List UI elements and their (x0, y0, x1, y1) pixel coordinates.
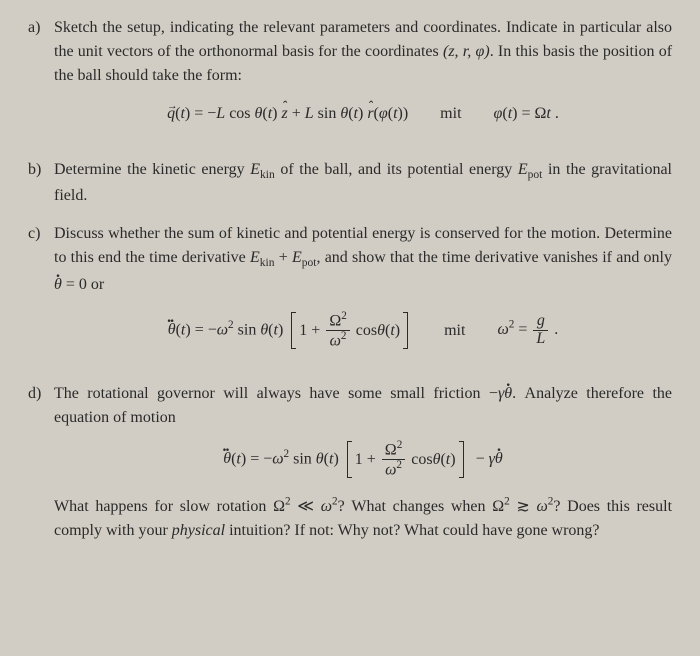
eq-a-lhs: q(t) = −L cos θ(t) z + L sin θ(t) r(φ(t)… (167, 102, 408, 126)
eq-c-rhs: ω2 = gL . (497, 313, 558, 348)
equation-d: θ(t) = −ω2 sin θ(t) 1 + Ω2ω2 cos θ(t) − … (54, 440, 672, 479)
eq-a-rhs: φ(t) = Ωt . (494, 102, 559, 126)
item-body-d: The rotational governor will always have… (54, 382, 672, 543)
sum-e2: E (292, 249, 302, 266)
equation-a: q(t) = −L cos θ(t) z + L sin θ(t) r(φ(t)… (54, 102, 672, 126)
item-body-c: Discuss whether the sum of kinetic and p… (54, 222, 672, 368)
coords-a: (z, r, φ) (443, 43, 490, 60)
text-d-1: The rotational governor will always have… (54, 385, 489, 402)
d-thetadot: θ (504, 385, 512, 402)
text-c-or: or (87, 276, 104, 293)
text-c-2: , and show that the time derivative vani… (316, 249, 672, 266)
epot-sym: E (518, 161, 528, 178)
ekin-sub: kin (260, 169, 275, 181)
epot-sub: pot (528, 169, 543, 181)
equation-c: θ(t) = −ω2 sin θ(t) 1 + Ω2ω2 cos θ(t) mi… (54, 311, 672, 350)
problem-item-d: d) The rotational governor will always h… (28, 382, 672, 543)
text-b-2: of the ball, and its potential energy (275, 161, 518, 178)
eq-d-frac-num: Ω2 (382, 440, 405, 460)
item-label-b: b) (28, 158, 54, 208)
ekin-sym: E (250, 161, 260, 178)
eq-c-frac-num: Ω2 (326, 311, 349, 331)
sum-kin: kin (260, 258, 275, 270)
item-body-b: Determine the kinetic energy Ekin of the… (54, 158, 672, 208)
eq-d-frac-den: ω2 (382, 460, 405, 479)
sum-e1: E (250, 249, 260, 266)
eq-a-mit: mit (440, 102, 461, 126)
eq-c-rfrac-num: g (533, 313, 548, 331)
theta-dot: θ (54, 276, 62, 293)
eq-c-main: θ(t) = −ω2 sin θ(t) 1 + Ω2ω2 cos θ(t) (168, 311, 412, 350)
eq-d-main: θ(t) = −ω2 sin θ(t) 1 + Ω2ω2 cos θ(t) − … (223, 440, 503, 479)
plus: + (274, 249, 291, 266)
problem-item-b: b) Determine the kinetic energy Ekin of … (28, 158, 672, 208)
item-body-a: Sketch the setup, indicating the relevan… (54, 16, 672, 144)
item-label-c: c) (28, 222, 54, 368)
text-b-1: Determine the kinetic energy (54, 161, 250, 178)
item-label-d: d) (28, 382, 54, 543)
eq-c-frac-den: ω2 (326, 331, 349, 350)
sum-pot: pot (302, 258, 317, 270)
eq-c-mit: mit (444, 319, 465, 343)
text-d-q2: intuition? If not: Why not? What could h… (225, 522, 599, 539)
text-d-physical: physical (172, 522, 225, 539)
problem-item-c: c) Discuss whether the sum of kinetic an… (28, 222, 672, 368)
item-label-a: a) (28, 16, 54, 144)
eq-c-rfrac-den: L (533, 331, 548, 348)
problem-item-a: a) Sketch the setup, indicating the rele… (28, 16, 672, 144)
